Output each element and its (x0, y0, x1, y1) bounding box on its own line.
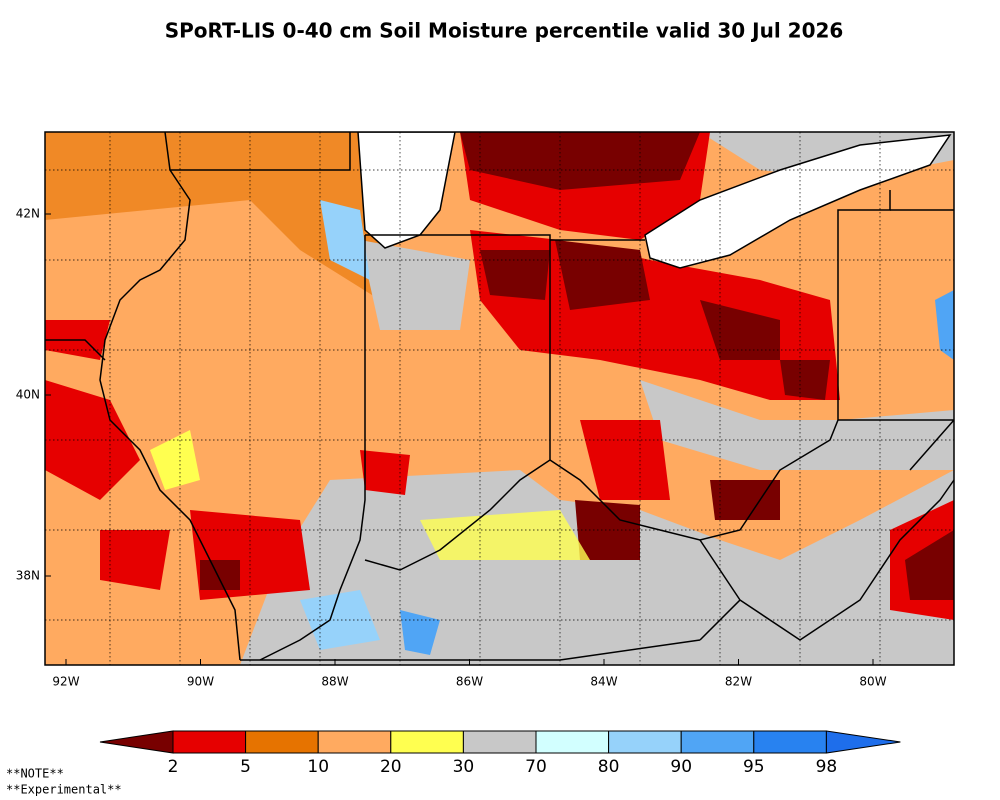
lon-label: 84W (590, 675, 617, 689)
lon-label: 86W (456, 675, 483, 689)
title: SPoRT-LIS 0-40 cm Soil Moisture percenti… (165, 19, 844, 43)
colorbar-end (825, 730, 901, 754)
colorbar-swatch (535, 730, 610, 754)
note: **Experimental** (6, 783, 122, 797)
lat-label: 38N (16, 569, 40, 583)
colorbar: 2 5 10 20 30 70 80 90 95 98 (99, 730, 901, 777)
colorbar-swatch (317, 730, 392, 754)
colorbar-label: 2 (168, 757, 179, 777)
colorbar-swatch (245, 730, 319, 754)
colorbar-swatch (462, 730, 537, 754)
colorbar-swatch (753, 730, 827, 754)
lat-label: 40N (16, 388, 40, 402)
colorbar-label: 30 (453, 757, 475, 777)
lon-label: 92W (52, 675, 79, 689)
map: 92W 90W 88W 86W 84W 82W 80W 42N 40N 38N (16, 131, 955, 689)
colorbar-label: 5 (240, 757, 251, 777)
lon-label: 82W (725, 675, 752, 689)
lon-label: 88W (321, 675, 348, 689)
colorbar-swatch (680, 730, 755, 754)
colorbar-swatch (608, 730, 682, 754)
colorbar-swatch (390, 730, 464, 754)
lat-label: 42N (16, 207, 40, 221)
colorbar-label: 98 (816, 757, 838, 777)
colorbar-swatch (172, 730, 247, 754)
note: **NOTE** (6, 767, 64, 781)
colorbar-label: 90 (670, 757, 692, 777)
colorbar-label: 20 (380, 757, 402, 777)
lon-label: 80W (859, 675, 886, 689)
colorbar-label: 80 (598, 757, 620, 777)
colorbar-end (99, 730, 174, 754)
colorbar-label: 70 (525, 757, 547, 777)
colorbar-label: 95 (743, 757, 765, 777)
lon-label: 90W (187, 675, 214, 689)
colorbar-label: 10 (307, 757, 329, 777)
